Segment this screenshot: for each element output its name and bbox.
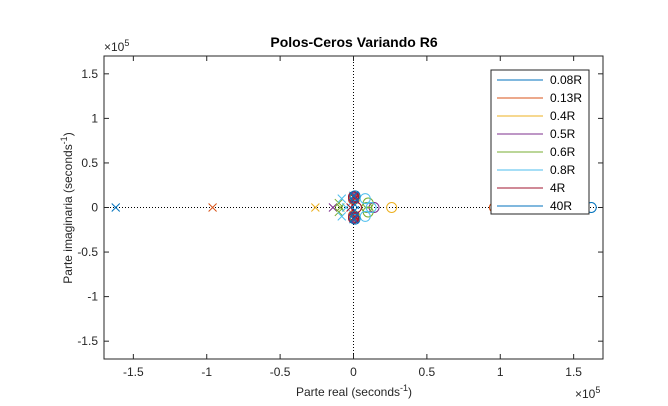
y-tick-label: 0 <box>91 201 98 215</box>
pole-marker <box>337 194 347 203</box>
zero-marker <box>349 213 361 225</box>
y-axis-label-main: Parte imaginaria (seconds <box>61 144 75 283</box>
x-tick-label: -1 <box>201 365 212 379</box>
zero-marker <box>348 191 359 203</box>
y-tick-labels: -1.5 -1 -0.5 0 0.5 1 1.5 <box>77 67 98 348</box>
x-exponent-base: ×10 <box>575 387 596 401</box>
chart-title: Polos-Ceros Variando R6 <box>270 34 437 50</box>
legend: 0.08R 0.13R 0.4R 0.5R 0.6R 0.8R 4R 40R <box>490 69 590 215</box>
pole-marker <box>111 203 121 212</box>
legend-label: 0.08R <box>550 73 582 87</box>
pole-marker <box>341 203 351 212</box>
zero-marker <box>359 210 371 222</box>
legend-label: 0.8R <box>550 163 576 177</box>
y-tick-label: -1.5 <box>77 334 98 348</box>
pole-marker <box>350 205 360 215</box>
zero-marker <box>349 190 361 202</box>
pole-marker <box>346 203 355 212</box>
pole-zero-marks <box>111 190 597 225</box>
y-tick-label: -0.5 <box>77 245 98 259</box>
zero-marker <box>350 202 362 213</box>
x-tick-labels: -1.5 -1 -0.5 0 0.5 1 1.5 <box>123 365 582 379</box>
pole-marker <box>337 212 347 221</box>
legend-label: 0.4R <box>550 109 576 123</box>
y-axis-label-sup: -1 <box>59 136 69 144</box>
series-4R <box>346 191 362 224</box>
legend-label: 40R <box>550 199 572 213</box>
x-axis-label: Parte real (seconds-1) <box>296 383 412 399</box>
series-0.8R <box>337 193 377 222</box>
y-tick-label: 1 <box>91 111 98 125</box>
y-tick-label: 1.5 <box>81 67 98 81</box>
y-exponent-base: ×10 <box>104 40 125 54</box>
x-exponent-power: 5 <box>595 385 600 395</box>
legend-label: 0.13R <box>550 91 582 105</box>
x-tick-label: -1.5 <box>123 365 144 379</box>
legend-box <box>490 69 590 215</box>
x-tick-label: 1 <box>497 365 504 379</box>
y-axis-label-end: ) <box>61 132 75 136</box>
x-axis-label-sup: -1 <box>400 383 408 393</box>
x-axis-label-end: ) <box>408 385 412 399</box>
legend-label: 4R <box>550 181 566 195</box>
pole-marker <box>328 203 338 212</box>
x-tick-label: 0.5 <box>419 365 436 379</box>
x-tick-label: 1.5 <box>565 365 582 379</box>
zero-marker <box>365 202 377 213</box>
zero-marker <box>359 193 371 205</box>
series-40R <box>349 190 361 225</box>
y-tick-label: 0.5 <box>81 156 98 170</box>
legend-label: 0.5R <box>550 127 576 141</box>
zero-marker <box>386 202 398 213</box>
pole-marker <box>208 203 217 212</box>
x-tick-label: -0.5 <box>270 365 291 379</box>
x-exponent-label: ×105 <box>575 385 600 401</box>
y-axis-label: Parte imaginaria (seconds-1) <box>59 132 75 283</box>
y-tick-label: -1 <box>87 290 98 304</box>
pole-marker <box>310 203 320 212</box>
y-exponent-label: ×105 <box>104 38 129 54</box>
y-exponent-power: 5 <box>124 38 129 48</box>
axis-ticks <box>104 56 603 359</box>
legend-label: 0.6R <box>550 145 576 159</box>
x-tick-label: 0 <box>350 365 357 379</box>
reference-lines <box>104 56 603 359</box>
zero-marker <box>348 212 359 224</box>
x-axis-label-main: Parte real (seconds <box>296 385 400 399</box>
